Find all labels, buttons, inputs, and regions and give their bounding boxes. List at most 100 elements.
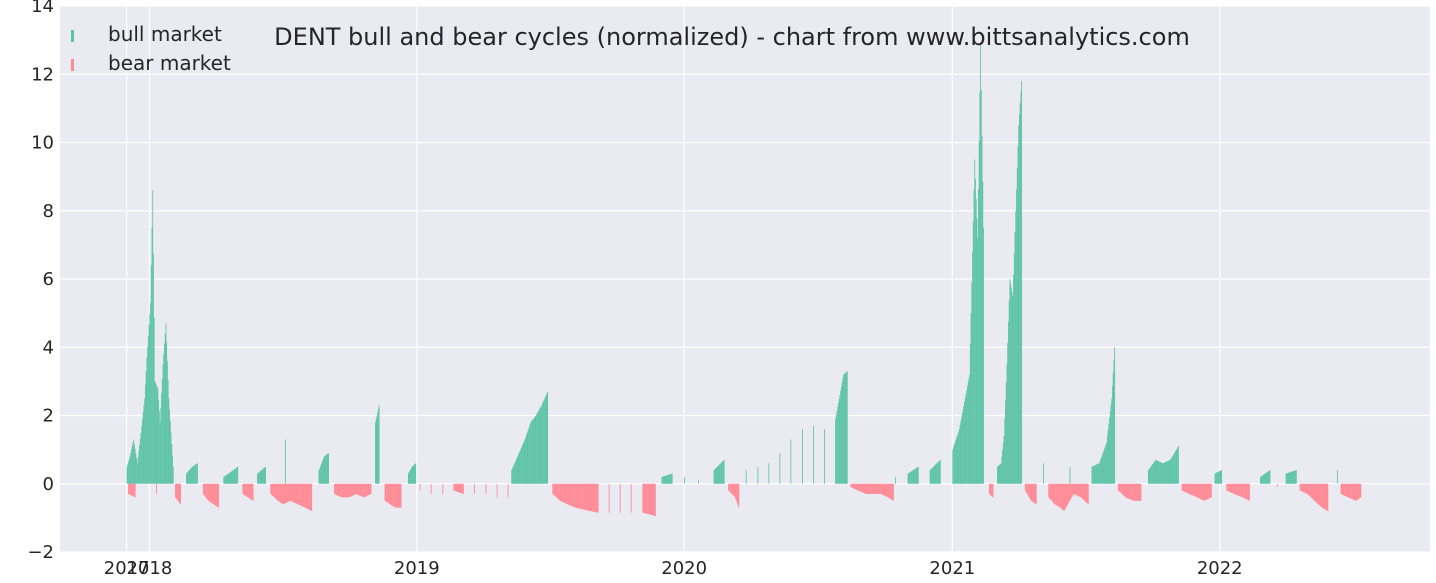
bear-bar: [595, 483, 597, 513]
bull-bar: [1109, 411, 1111, 484]
bear-bar: [281, 483, 283, 504]
bear-bar: [630, 483, 632, 513]
bear-bar: [275, 483, 277, 499]
bull-bar: [1009, 279, 1011, 484]
bear-bar: [274, 483, 276, 499]
bear-bar: [1067, 483, 1069, 505]
bear-bar: [1202, 483, 1204, 501]
bear-bar: [857, 483, 859, 491]
bear-bar: [737, 483, 739, 506]
bear-bar: [397, 483, 399, 508]
bull-bar: [1263, 474, 1265, 484]
bear-bar: [175, 483, 176, 498]
bear-bar: [881, 483, 883, 495]
bull-bar: [410, 468, 412, 484]
bull-bar: [1287, 473, 1288, 484]
bull-bar: [958, 429, 960, 484]
bear-bar: [1184, 483, 1186, 492]
bull-bar: [126, 466, 128, 484]
bear-bar: [398, 483, 400, 508]
bull-bar: [912, 470, 914, 484]
bull-bar: [534, 417, 535, 484]
bear-bar: [273, 483, 275, 497]
bear-bar: [1321, 483, 1323, 508]
bull-bar: [745, 470, 747, 484]
bull-bar: [1265, 473, 1267, 484]
bear-bar: [303, 483, 305, 507]
bull-bar: [531, 421, 532, 484]
bear-bar: [179, 483, 181, 504]
bear-bar: [577, 483, 579, 509]
bear-bar: [572, 483, 574, 507]
bull-bar: [1114, 347, 1116, 484]
bull-bar: [511, 470, 513, 484]
bull-bar: [259, 471, 261, 484]
bear-bar: [1128, 483, 1130, 499]
bear-bar: [1133, 483, 1135, 501]
bull-bar: [1019, 114, 1020, 484]
bear-bar: [1055, 483, 1057, 506]
bull-bar: [1016, 189, 1017, 484]
bear-bar: [1191, 483, 1193, 496]
bull-bar: [956, 435, 958, 484]
bull-bar: [320, 464, 322, 484]
bear-bar: [175, 483, 177, 499]
bear-bar: [1057, 483, 1058, 506]
x-tick-label: 2017: [104, 558, 150, 579]
bear-bar: [386, 483, 388, 503]
bull-bar: [1215, 473, 1217, 484]
bull-bar: [998, 465, 1000, 484]
bear-bar: [1358, 483, 1360, 499]
bear-bar: [1086, 483, 1088, 503]
bear-bar: [1315, 483, 1317, 503]
bear-bar: [1032, 483, 1034, 503]
bear-bar: [561, 483, 563, 502]
bear-bar: [1127, 483, 1129, 499]
bear-bar: [462, 483, 464, 494]
bull-bar: [1172, 454, 1174, 484]
bull-bar: [1094, 465, 1096, 484]
bull-bar: [166, 342, 168, 484]
bull-bar: [321, 462, 323, 484]
bull-bar: [1166, 461, 1168, 484]
bear-bar: [284, 483, 286, 504]
bear-bar: [592, 483, 594, 512]
bear-bar: [342, 483, 344, 498]
bear-bar: [1244, 483, 1246, 499]
bear-bar: [295, 483, 297, 504]
bull-bar: [224, 476, 225, 484]
bull-bar: [1268, 471, 1269, 484]
bull-bar: [1153, 462, 1154, 484]
bear-bar: [1075, 483, 1077, 496]
bear-bar: [454, 483, 456, 492]
bear-bar: [874, 483, 876, 494]
bull-bar: [978, 140, 980, 484]
bear-bar: [1320, 483, 1322, 507]
bull-bar: [144, 398, 146, 484]
bull-bar: [663, 476, 665, 484]
bear-bar: [455, 483, 457, 492]
bear-bar: [877, 483, 879, 494]
bear-bar: [366, 483, 368, 496]
bear-bar: [1238, 483, 1239, 496]
bull-bar: [720, 462, 722, 484]
bear-bar: [459, 483, 461, 493]
bear-bar: [1323, 483, 1324, 509]
bull-bar: [669, 474, 671, 484]
bear-bar: [991, 483, 993, 497]
bull-bar: [666, 475, 668, 484]
bear-bar: [991, 483, 993, 497]
bear-bar: [278, 483, 280, 502]
bull-bar: [964, 401, 965, 484]
bull-bar: [723, 459, 725, 484]
bear-bar: [590, 483, 592, 512]
bear-bar: [351, 483, 353, 497]
bear-bar: [1304, 483, 1306, 493]
bear-bar: [733, 483, 735, 496]
bear-bar: [1063, 483, 1065, 512]
bull-bar: [913, 469, 915, 484]
bull-bar: [156, 386, 158, 484]
bear-bar: [155, 483, 157, 494]
bull-bar: [1292, 471, 1294, 484]
bull-bar: [375, 418, 377, 484]
